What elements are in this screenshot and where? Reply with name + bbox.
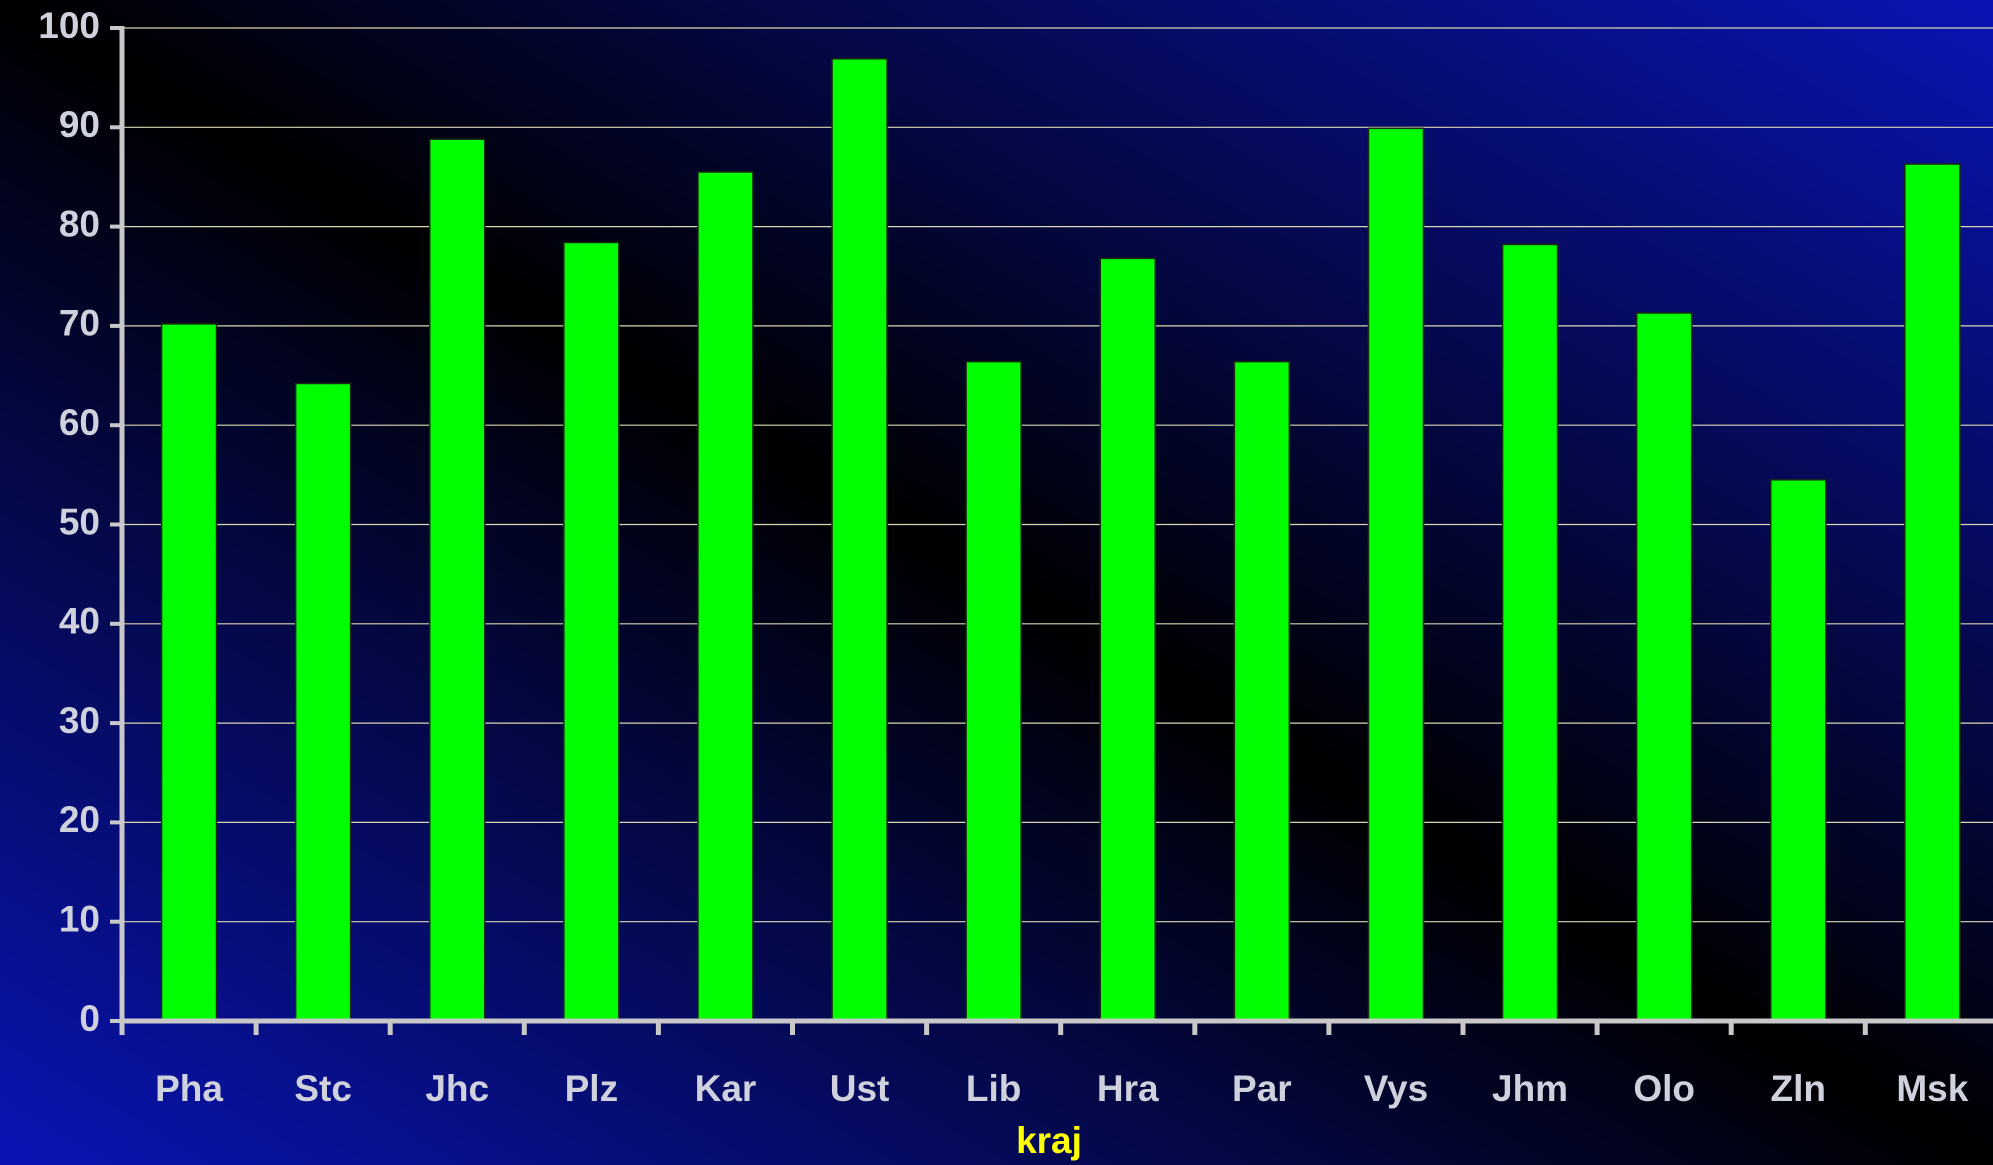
y-tick-label: 90 — [59, 104, 100, 145]
bar — [831, 58, 888, 1022]
x-tick-label: Stc — [294, 1068, 352, 1109]
y-tick-label: 30 — [59, 700, 100, 741]
x-tick-label: Par — [1232, 1068, 1292, 1109]
x-tick-label: Jhm — [1492, 1068, 1568, 1109]
y-tick-label: 70 — [59, 303, 100, 344]
y-tick-label: 80 — [59, 203, 100, 244]
bar — [1904, 163, 1961, 1022]
y-tick-label: 100 — [38, 5, 100, 46]
x-tick-label: Olo — [1633, 1068, 1695, 1109]
bar — [1233, 360, 1291, 1022]
x-tick-label: Plz — [565, 1068, 618, 1109]
y-tick-label: 50 — [59, 501, 100, 542]
x-tick-label: Hra — [1097, 1068, 1159, 1109]
bar — [1501, 243, 1559, 1022]
bar — [160, 323, 218, 1022]
y-tick-label: 0 — [79, 998, 100, 1039]
x-tick-label: Pha — [155, 1068, 223, 1109]
bar — [294, 382, 352, 1022]
bar — [1367, 127, 1425, 1022]
bar — [1635, 312, 1693, 1022]
x-tick-label: Kar — [695, 1068, 757, 1109]
x-tick-label: Lib — [966, 1068, 1021, 1109]
x-tick-label: Jhc — [425, 1068, 489, 1109]
y-tick-label: 40 — [59, 601, 100, 642]
bar — [1099, 257, 1156, 1022]
bar — [965, 360, 1022, 1022]
bar — [697, 171, 754, 1022]
x-tick-label: Vys — [1364, 1068, 1428, 1109]
bar — [429, 138, 486, 1022]
bar — [563, 241, 620, 1022]
x-tick-label: Zln — [1771, 1068, 1826, 1109]
y-tick-label: 20 — [59, 799, 100, 840]
y-tick-label: 10 — [59, 898, 100, 939]
y-tick-label: 60 — [59, 402, 100, 443]
x-axis-title: kraj — [1016, 1120, 1082, 1161]
bar — [1770, 479, 1827, 1022]
x-tick-label: Ust — [830, 1068, 890, 1109]
x-tick-label: Msk — [1896, 1068, 1968, 1109]
